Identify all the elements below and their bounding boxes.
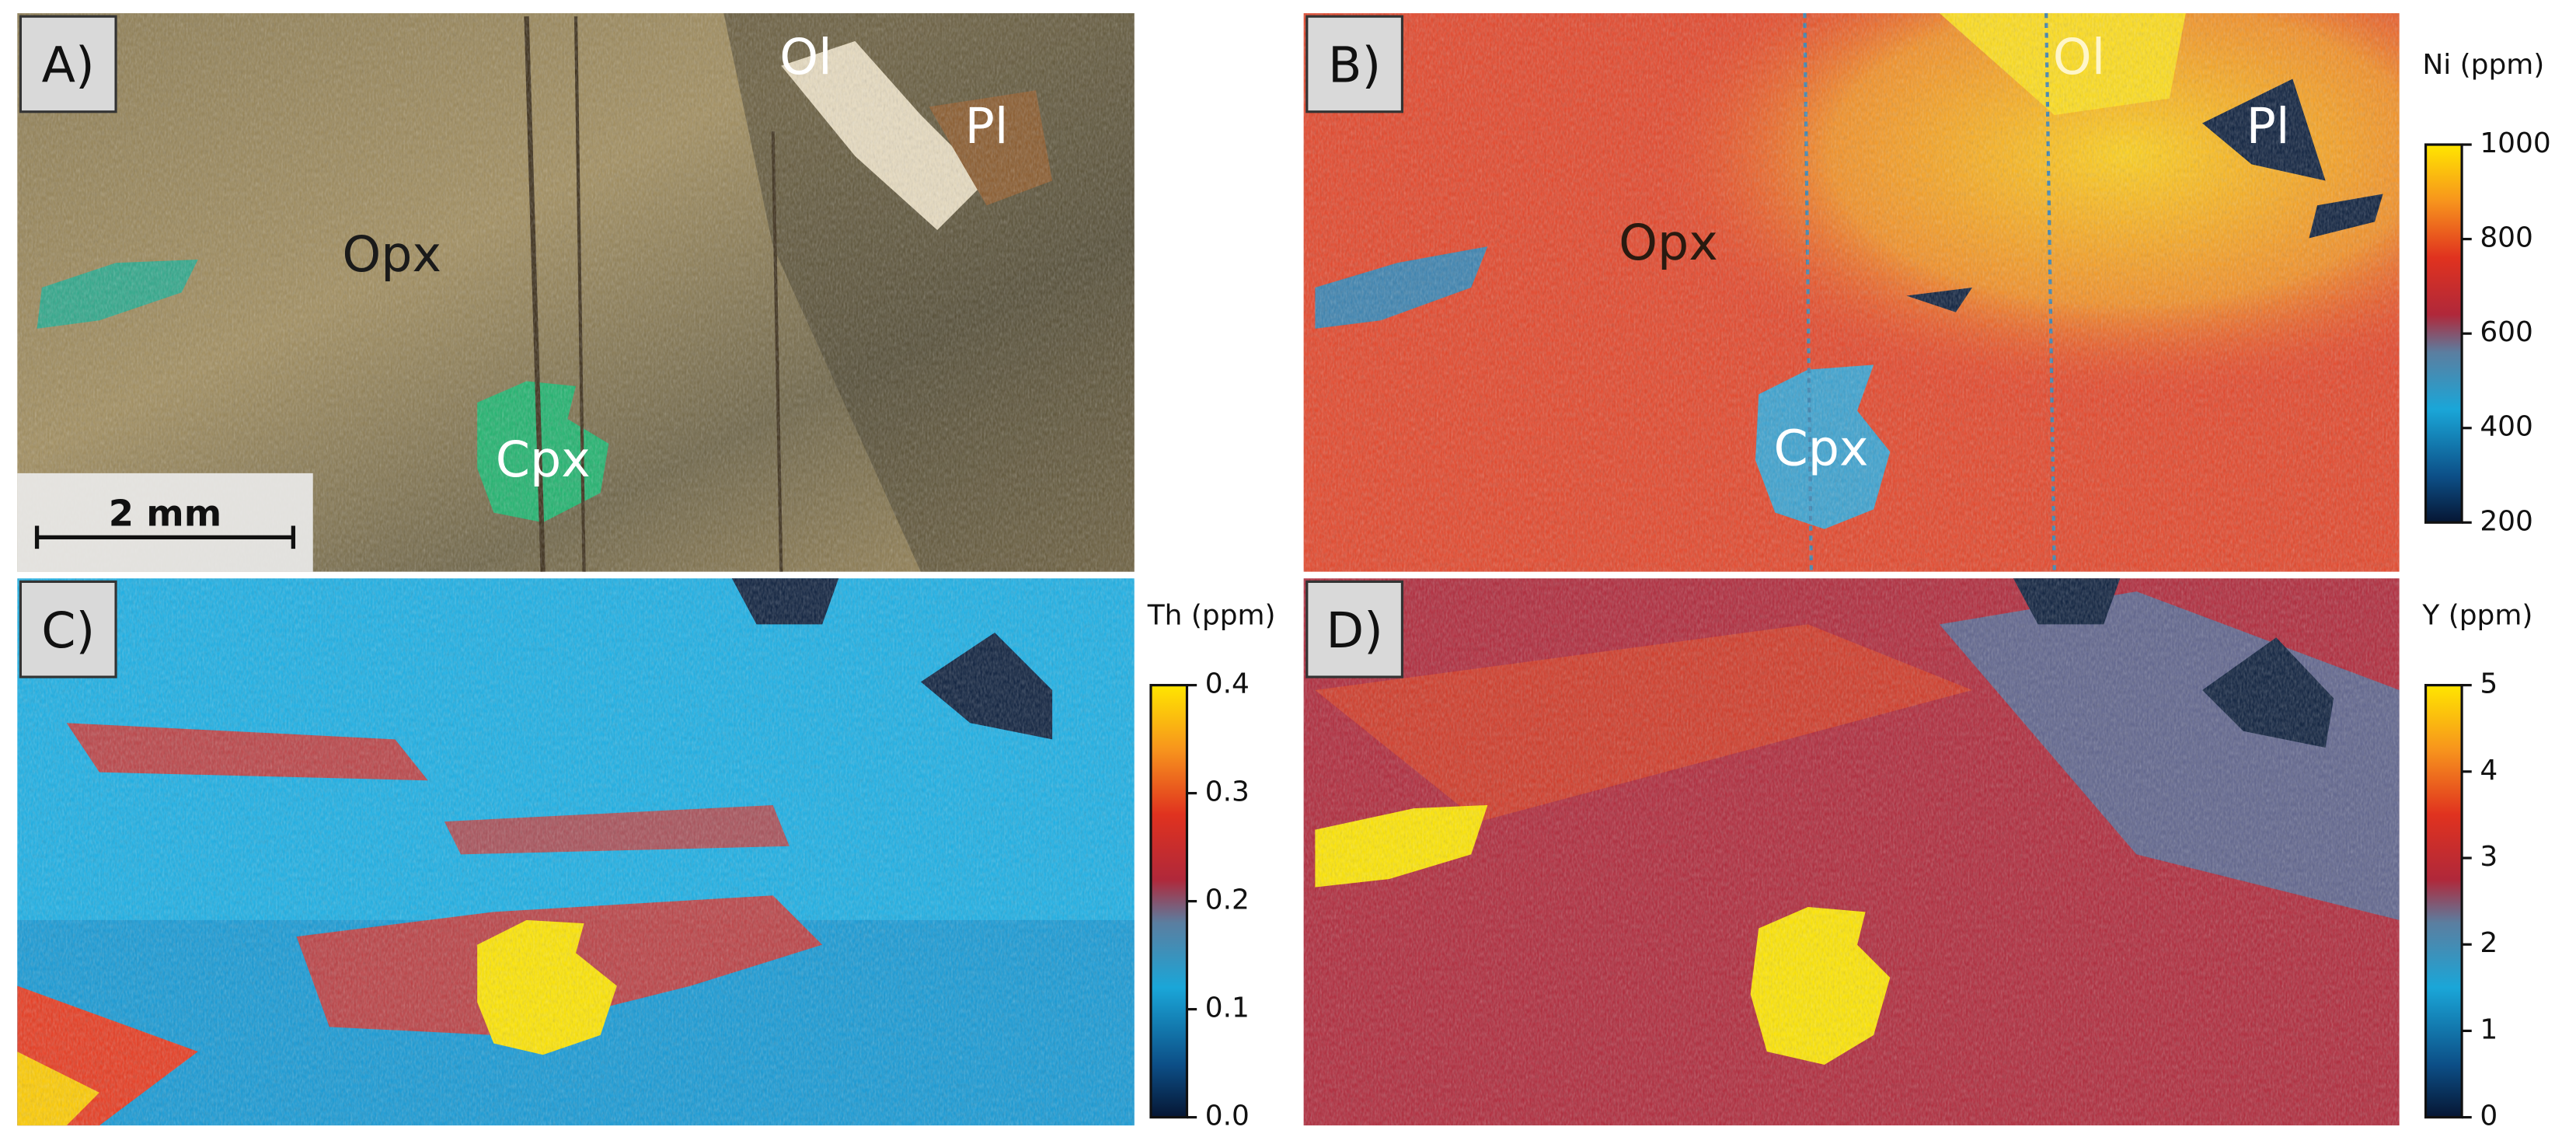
panel-d-image — [1303, 578, 2400, 1126]
colorbar-tick-label: 0.0 — [1205, 1100, 1250, 1132]
panel-label: D) — [1326, 602, 1383, 659]
scale-bar-label: 2 mm — [109, 493, 221, 535]
panel-label: A) — [42, 37, 95, 94]
panel-label: C) — [41, 602, 95, 659]
colorbar-tick-label: 1000 — [2480, 127, 2550, 159]
mineral-label: Ol — [2053, 28, 2106, 85]
colorbar-tick-label: 0.4 — [1205, 668, 1250, 700]
mineral-label: Cpx — [496, 431, 591, 488]
colorbar-tick-label: 0.3 — [1205, 776, 1250, 808]
panel-a-image — [17, 12, 1135, 572]
panel-label-box — [1305, 580, 1404, 678]
mineral-label: Cpx — [1774, 419, 1869, 476]
panel-label-box — [1305, 15, 1404, 113]
colorbar-tick-label: 800 — [2480, 222, 2533, 254]
colorbar-tick-label: 200 — [2480, 505, 2533, 537]
colorbar-tick-label: 0 — [2480, 1100, 2498, 1132]
mineral-label: Pl — [2247, 97, 2290, 155]
colorbar — [1149, 684, 1189, 1119]
colorbar-title: Y (ppm) — [2421, 599, 2532, 631]
panel-label-box — [19, 15, 117, 113]
panel-label: B) — [1328, 37, 1381, 94]
panel-label-box — [19, 580, 117, 678]
colorbar-title: Th (ppm) — [1147, 599, 1276, 631]
mineral-label: Pl — [965, 97, 1009, 155]
colorbar-tick-label: 2 — [2480, 927, 2498, 959]
colorbar — [2424, 684, 2463, 1119]
mineral-label: Ol — [779, 28, 832, 85]
colorbar-tick-label: 5 — [2480, 668, 2498, 700]
panel-b-image — [1303, 12, 2400, 572]
colorbar-tick-label: 4 — [2480, 755, 2498, 786]
colorbar — [2424, 143, 2463, 524]
colorbar-title: Ni (ppm) — [2422, 49, 2544, 81]
colorbar-tick-label: 1 — [2480, 1013, 2498, 1045]
colorbar-tick-label: 0.1 — [1205, 992, 1250, 1024]
colorbar-tick-label: 600 — [2480, 316, 2533, 348]
mineral-label: Opx — [1619, 214, 1718, 271]
mineral-label: Opx — [342, 225, 441, 283]
colorbar-tick-label: 3 — [2480, 841, 2498, 873]
colorbar-tick-label: 0.2 — [1205, 884, 1250, 916]
colorbar-tick-label: 400 — [2480, 411, 2533, 443]
panel-c-image — [17, 578, 1135, 1126]
